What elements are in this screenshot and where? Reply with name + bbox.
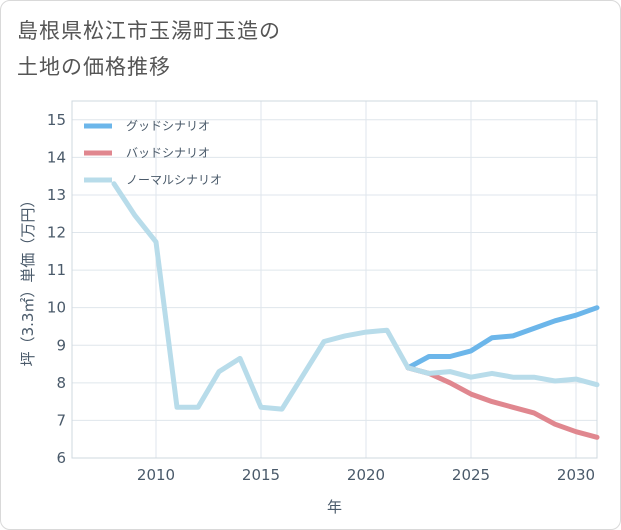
series-line-bad <box>405 365 600 440</box>
legend-label: バッドシナリオ <box>126 146 210 160</box>
x-tick-label: 2025 <box>452 466 490 484</box>
y-tick-label: 6 <box>56 449 66 467</box>
grid <box>71 100 598 459</box>
y-tick-label: 9 <box>56 336 66 354</box>
y-tick-label: 10 <box>47 299 66 317</box>
plot-frame <box>71 100 598 459</box>
legend-label: ノーマルシナリオ <box>126 173 222 187</box>
series-group <box>111 181 600 440</box>
chart-title: 島根県松江市玉湯町玉造の 土地の価格推移 <box>17 13 577 85</box>
y-tick-label: 7 <box>56 411 66 429</box>
legend-label: グッドシナリオ <box>126 119 210 133</box>
x-tick-label: 2020 <box>347 466 385 484</box>
x-tick-label: 2010 <box>137 466 175 484</box>
series-line-normal <box>111 181 600 412</box>
x-tick-label: 2015 <box>242 466 280 484</box>
y-tick-label: 11 <box>47 261 66 279</box>
x-axis-label: 年 <box>327 498 342 516</box>
y-tick-label: 13 <box>47 186 66 204</box>
y-tick-label: 12 <box>47 224 66 242</box>
title-line-1: 島根県松江市玉湯町玉造の <box>17 19 281 43</box>
y-tick-label: 8 <box>56 374 66 392</box>
y-tick-label: 15 <box>47 111 66 129</box>
y-tick-label: 14 <box>47 148 66 166</box>
x-tick-label: 2030 <box>557 466 595 484</box>
y-axis-label: 坪（3.3㎡）単価（万円） <box>19 193 37 367</box>
title-line-2: 土地の価格推移 <box>17 55 171 79</box>
series-line-good <box>405 305 600 371</box>
axes: 6 7 8 9 10 11 12 13 14 15 2010 2015 2020 2025 2030 <box>47 111 595 484</box>
